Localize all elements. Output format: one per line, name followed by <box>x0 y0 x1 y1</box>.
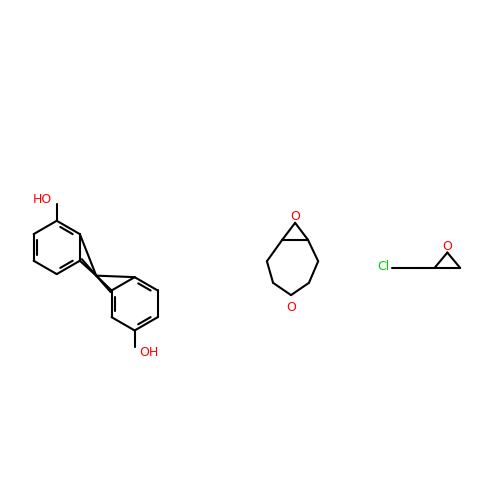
Text: Cl: Cl <box>378 260 390 274</box>
Text: HO: HO <box>32 193 52 206</box>
Text: O: O <box>286 302 296 314</box>
Text: O: O <box>442 240 452 253</box>
Text: O: O <box>290 210 300 223</box>
Text: OH: OH <box>139 346 158 358</box>
